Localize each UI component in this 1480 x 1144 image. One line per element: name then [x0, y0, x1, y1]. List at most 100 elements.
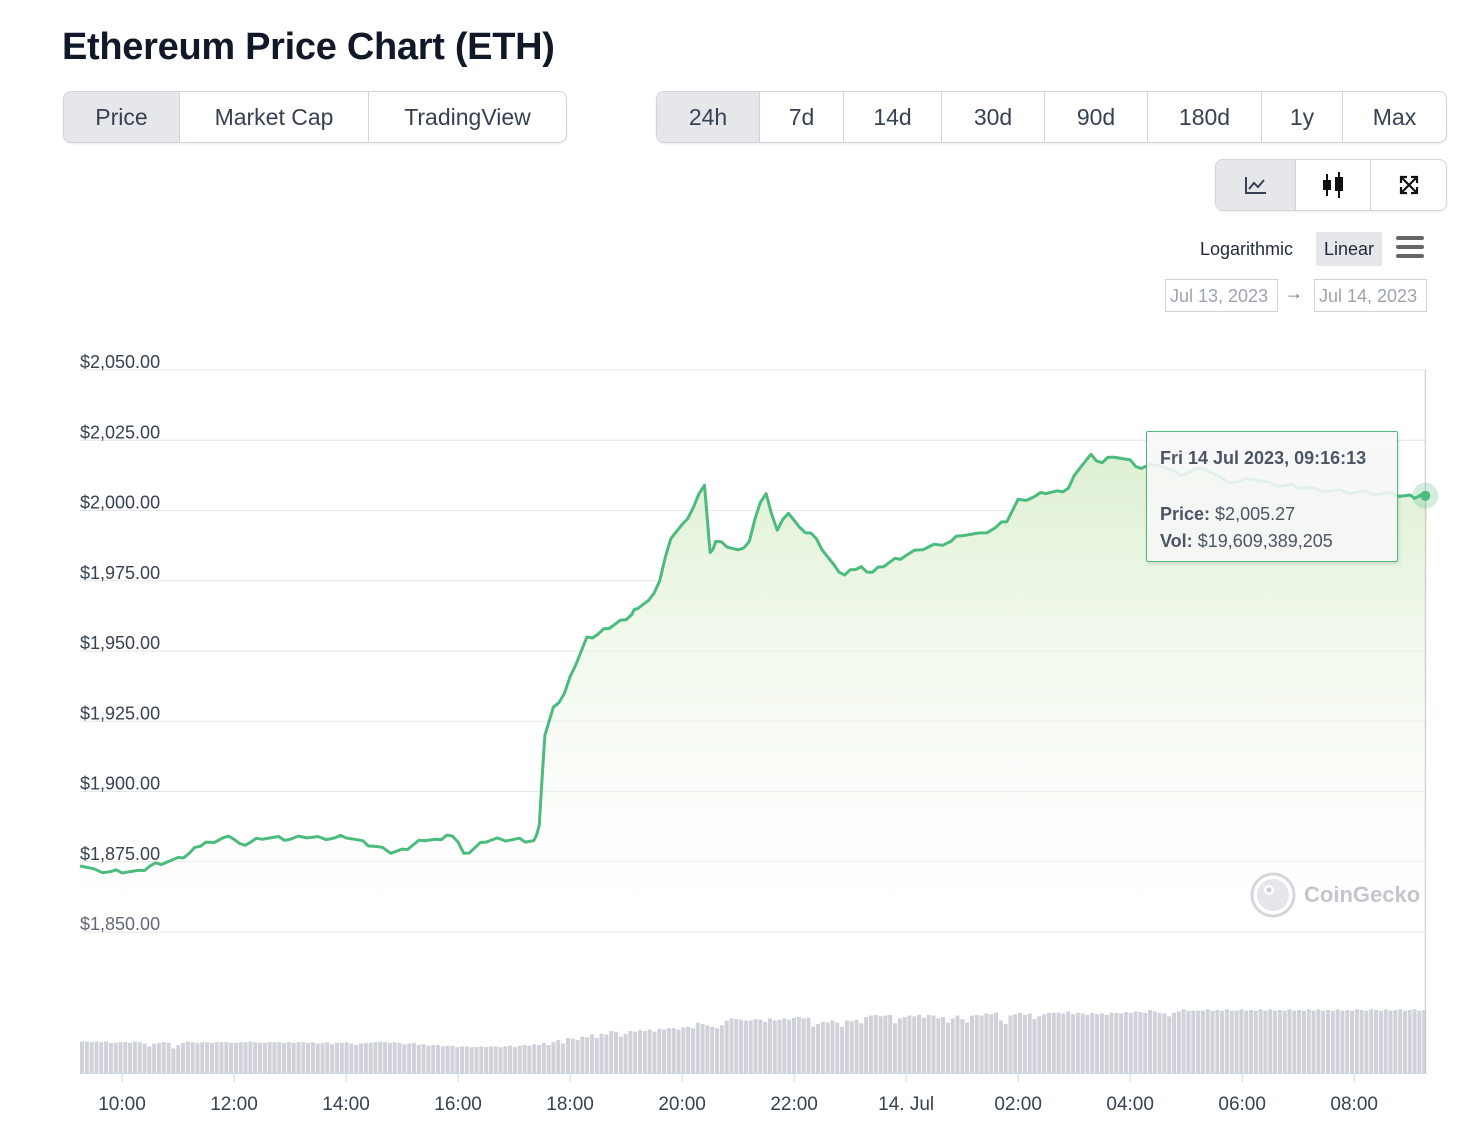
date-from-input[interactable]: Jul 13, 2023: [1165, 279, 1278, 312]
volume-bar: [1234, 1010, 1239, 1073]
volume-bar: [715, 1028, 720, 1073]
volume-bar: [104, 1041, 109, 1073]
tab-tradingview[interactable]: TradingView: [368, 92, 566, 142]
volume-bar: [1325, 1010, 1330, 1073]
volume-bar: [739, 1019, 744, 1073]
volume-bar: [1080, 1013, 1085, 1073]
volume-bar: [1224, 1009, 1229, 1073]
y-tick-label: $1,875.00: [80, 844, 160, 864]
volume-bar: [1075, 1012, 1080, 1073]
volume-bar: [1042, 1014, 1047, 1073]
volume-bar: [806, 1017, 811, 1073]
line-chart-button[interactable]: [1216, 160, 1295, 210]
volume-bar: [296, 1042, 301, 1073]
range-14d[interactable]: 14d: [843, 92, 941, 142]
volume-bar: [1417, 1010, 1422, 1073]
volume-bar: [1205, 1009, 1210, 1073]
volume-bar: [1249, 1010, 1254, 1073]
volume-bar: [642, 1031, 647, 1073]
volume-bar: [830, 1020, 835, 1073]
volume-bar: [286, 1042, 291, 1073]
volume-bar: [1393, 1010, 1398, 1073]
volume-bar: [1364, 1010, 1369, 1073]
volume-bar: [205, 1042, 210, 1073]
volume-bar: [950, 1018, 955, 1073]
volume-bar: [397, 1042, 402, 1073]
volume-bar: [695, 1022, 700, 1073]
candlestick-icon: [1323, 172, 1343, 198]
hover-point: [1420, 490, 1431, 501]
watermark-text: CoinGecko: [1304, 882, 1421, 907]
volume-bar: [1273, 1010, 1278, 1073]
volume-bar: [1239, 1009, 1244, 1073]
volume-bar: [484, 1047, 489, 1073]
volume-bar: [229, 1042, 234, 1073]
volume-bar: [1244, 1010, 1249, 1073]
volume-bar: [450, 1045, 455, 1073]
range-90d[interactable]: 90d: [1044, 92, 1147, 142]
range-max[interactable]: Max: [1342, 92, 1446, 142]
volume-bar: [89, 1042, 94, 1073]
volume-bar: [556, 1040, 561, 1073]
scale-toggle: Logarithmic Linear: [1190, 232, 1435, 268]
tab-price[interactable]: Price: [64, 92, 179, 142]
coingecko-watermark: CoinGecko: [1250, 872, 1420, 918]
volume-bar: [647, 1029, 652, 1073]
candlestick-button[interactable]: [1295, 160, 1370, 210]
volume-bar: [618, 1036, 623, 1073]
volume-bar: [753, 1019, 758, 1073]
volume-bar: [1340, 1010, 1345, 1073]
range-7d[interactable]: 7d: [759, 92, 843, 142]
volume-bar: [532, 1044, 537, 1073]
volume-bar: [623, 1033, 628, 1073]
scale-linear[interactable]: Linear: [1316, 232, 1383, 266]
volume-bar: [1095, 1014, 1100, 1073]
volume-bar: [1032, 1019, 1037, 1073]
volume-bar: [392, 1042, 397, 1073]
expand-button[interactable]: [1370, 160, 1446, 210]
volume-bar: [989, 1014, 994, 1073]
volume-bar: [445, 1045, 450, 1073]
volume-bar: [1388, 1010, 1393, 1073]
x-tick-label: 08:00: [1330, 1094, 1378, 1115]
y-tick-label: $1,950.00: [80, 633, 160, 653]
volume-bar: [859, 1023, 864, 1073]
volume-bar: [291, 1042, 296, 1073]
volume-bar: [782, 1018, 787, 1073]
volume-bar: [455, 1047, 460, 1073]
volume-bar: [378, 1041, 383, 1073]
volume-bar: [435, 1045, 440, 1073]
tab-market-cap[interactable]: Market Cap: [179, 92, 368, 142]
y-tick-label: $2,025.00: [80, 422, 160, 442]
volume-bar: [1321, 1010, 1326, 1073]
tooltip-vol-value: $19,609,389,205: [1197, 531, 1333, 551]
volume-bar: [517, 1045, 522, 1073]
volume-bar: [1215, 1010, 1220, 1073]
range-24h[interactable]: 24h: [657, 92, 759, 142]
volume-bar: [522, 1045, 527, 1073]
volume-bar: [402, 1044, 407, 1073]
volume-bar: [1402, 1010, 1407, 1073]
volume-bar: [546, 1045, 551, 1073]
range-180d[interactable]: 180d: [1147, 92, 1261, 142]
hamburger-menu-icon[interactable]: [1395, 234, 1425, 260]
volume-bar: [676, 1029, 681, 1073]
volume-bar: [945, 1022, 950, 1073]
volume-bar: [171, 1048, 176, 1073]
volume-bar: [498, 1047, 503, 1073]
volume-bar: [666, 1028, 671, 1073]
volume-bar: [373, 1042, 378, 1073]
volume-bar: [628, 1031, 633, 1073]
volume-bar: [354, 1045, 359, 1073]
range-1y[interactable]: 1y: [1261, 92, 1342, 142]
volume-bar: [508, 1045, 513, 1073]
volume-bar: [219, 1042, 224, 1073]
volume-bar: [801, 1018, 806, 1073]
date-to-input[interactable]: Jul 14, 2023: [1314, 279, 1427, 312]
volume-bar: [1104, 1014, 1109, 1073]
volume-bar: [580, 1036, 585, 1073]
scale-logarithmic[interactable]: Logarithmic: [1200, 239, 1294, 259]
range-30d[interactable]: 30d: [941, 92, 1044, 142]
volume-bar: [652, 1031, 657, 1073]
